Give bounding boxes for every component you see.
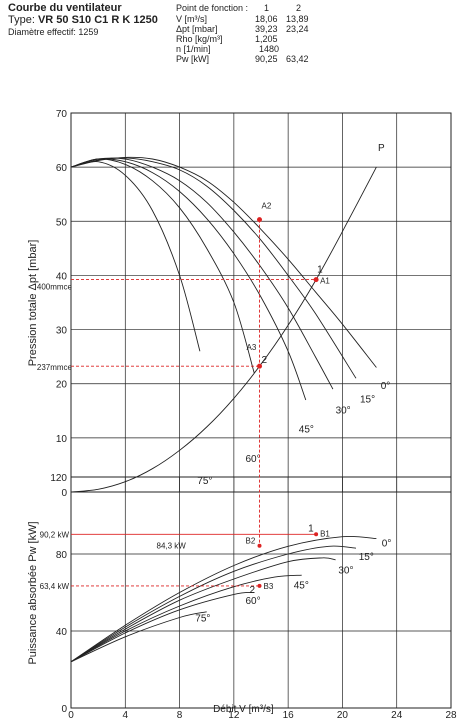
power-curve-label: 60° [246,596,261,607]
x-tick-label: 28 [445,710,457,719]
power-curve-45deg [70,574,302,663]
power-ref-label: 63,4 kW [40,582,70,591]
power-point-marker [314,532,319,537]
pressure-curve-label: 45° [299,424,314,435]
power-ref-label: 90,2 kW [40,530,70,539]
pressure-curve-75deg [70,161,201,352]
power-y-axis-title: Puissance absorbée Pw [kW] [27,521,39,664]
pressure-y-tick-label: 70 [56,109,68,120]
x-tick-label: 8 [177,710,183,719]
function-table-row-label: V [m³/s] [176,14,207,24]
power-y-tick-label: 40 [56,627,68,638]
pressure-curve-label: 15° [360,395,375,406]
pressure-plot-frame [70,112,452,493]
power-curve-60deg [70,592,255,663]
power-curve-label: 75° [195,613,210,624]
x-tick-label: 24 [391,710,403,719]
pressure-curve-label: P [378,143,385,154]
fan-type-value: VR 50 S10 C1 R K 1250 [37,14,158,26]
pressure-curve-label: 60° [246,454,261,465]
power-curve-label: 0° [382,538,392,549]
x-tick-label: 20 [337,710,349,719]
function-table-cell: 90,25 [255,54,278,64]
x-tick-label: 4 [123,710,129,719]
power-point-label: B3 [264,582,274,591]
function-table-cell: 23,24 [286,24,309,34]
power-y-tick-label: 0 [61,704,67,715]
pressure-y-axis-title: Pression totale Δpt [mbar] [27,240,39,367]
power-ref-label: 84,3 kW [157,542,187,551]
pressure-curve-label: 75° [197,476,212,487]
function-table-row-label: Pw [kW] [176,54,209,64]
function-table-cell: 13,89 [286,14,309,24]
power-curve-15deg [70,545,357,663]
pressure-curve-15deg [70,157,357,379]
x-tick-label: 12 [228,710,240,719]
pressure-y-tick-label: 0 [61,488,67,499]
power-point-label: B1 [320,529,330,538]
power-point-marker [257,543,262,548]
power-curve-0deg [70,535,377,663]
chart-title: Courbe du ventilateur [8,2,122,14]
power-plot-frame [70,476,452,709]
power-curve-label: 15° [359,552,374,563]
power-curve-label: 45° [294,581,309,592]
function-table-row-label: Δpt [mbar] [176,24,218,34]
pressure-y-tick-label: 20 [56,380,68,391]
function-table-title: Point de fonction : [176,3,249,13]
power-curve-label: 30° [338,565,353,576]
fan-type-prefix: Type: [8,14,35,26]
pressure-curve-45deg [70,158,307,401]
function-table-cell: 1480 [259,44,280,54]
power-curve-75deg [70,611,207,663]
function-table-col-2: 2 [296,3,302,13]
power-y-tick-label: 80 [56,550,68,561]
pressure-curve-label: 30° [336,405,351,416]
pressure-y-tick-label: 10 [56,434,68,445]
power-point-number: 1 [308,523,314,534]
pressure-curve-p [70,166,377,493]
function-table-row-label: Rho [kg/m³] [176,34,223,44]
power-y-tick-label: 120 [50,473,67,484]
pressure-point-marker [257,217,263,223]
pressure-ref-label: 237mmce [37,363,73,372]
pressure-y-tick-label: 60 [56,163,68,174]
x-tick-label: 0 [68,710,74,719]
function-table-col-1: 1 [264,3,270,13]
pressure-curve-label: 0° [381,381,391,392]
pressure-point-number: 2 [262,355,268,366]
function-table-cell: 1,205 [255,34,278,44]
power-point-marker [257,583,262,588]
fan-type: Type: VR 50 S10 C1 R K 1250 [8,14,158,26]
pressure-point-label: A3 [247,343,257,352]
function-table-cell: 18,06 [255,14,278,24]
power-point-label: B2 [246,537,256,546]
pressure-curve-30deg [70,157,334,390]
pressure-y-tick-label: 50 [56,217,68,228]
x-axis-title: Débit V [m³/s] [213,704,274,715]
function-table-row-label: n [1/min] [176,44,211,54]
x-tick-label: 16 [283,710,295,719]
pressure-curve-60deg [70,158,255,374]
pressure-point-marker [257,363,263,369]
function-table-cell: 39,23 [255,24,278,34]
power-point-number: 2 [250,585,256,596]
pressure-point-marker [313,277,319,283]
pressure-y-tick-label: 40 [56,271,68,282]
function-table-cell: 63,42 [286,54,309,64]
chart-header: Courbe du ventilateur Type: VR 50 S10 C1… [0,0,472,90]
power-curve-30deg [70,557,336,663]
pressure-point-label: A1 [320,277,330,286]
pressure-y-tick-label: 30 [56,326,68,337]
pressure-point-label: A2 [262,202,272,211]
pressure-point-number: 1 [317,265,323,276]
fan-diameter: Diamètre effectif: 1259 [8,27,99,37]
pressure-ref-label: 400mmce [37,283,73,292]
pressure-curve-0deg [70,156,377,368]
